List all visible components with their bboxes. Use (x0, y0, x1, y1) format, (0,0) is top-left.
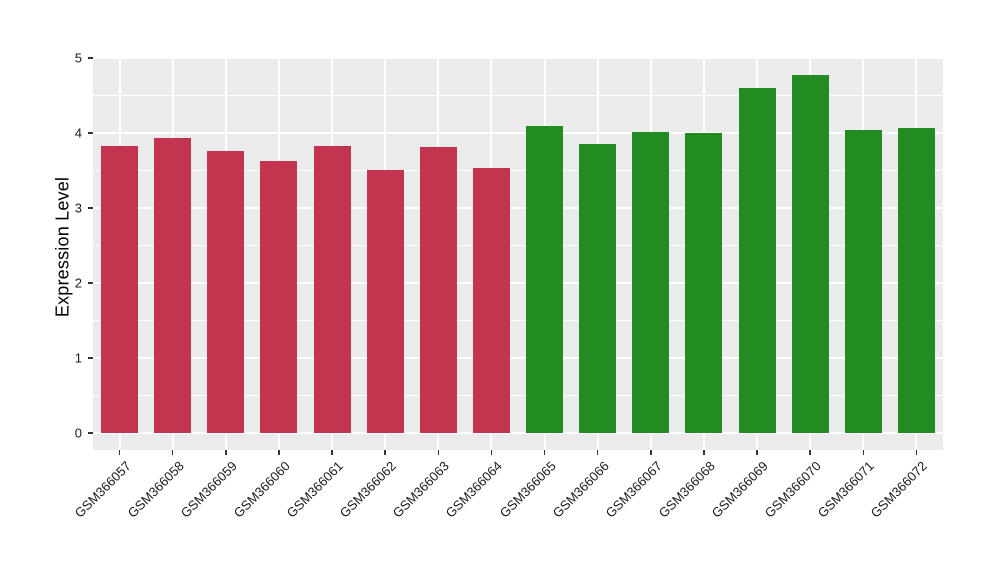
x-tick-label-GSM366068: GSM366068 (655, 458, 718, 521)
bar-GSM366060 (260, 160, 298, 433)
major-gridline (93, 282, 943, 284)
y-tick-mark (88, 132, 93, 134)
bar-GSM366071 (844, 130, 882, 433)
y-tick-mark (88, 282, 93, 284)
y-tick-label: 1 (74, 350, 82, 366)
minor-gridline (93, 320, 943, 321)
bar-GSM366058 (154, 137, 192, 433)
minor-gridline (93, 395, 943, 396)
y-tick-mark (88, 57, 93, 59)
minor-gridline (93, 170, 943, 171)
bar-GSM366063 (419, 146, 457, 433)
major-gridline (93, 357, 943, 359)
x-tick-label-GSM366063: GSM366063 (389, 458, 453, 521)
x-tick-mark (809, 450, 811, 455)
x-tick-mark (225, 450, 227, 455)
y-tick-label: 2 (74, 275, 82, 291)
x-tick-label-GSM366067: GSM366067 (602, 458, 665, 521)
bar-GSM366062 (366, 169, 404, 433)
y-tick-mark (88, 207, 93, 209)
x-tick-label-GSM366069: GSM366069 (708, 458, 771, 521)
major-gridline (93, 57, 943, 59)
x-tick-mark (650, 450, 652, 455)
x-tick-mark (384, 450, 386, 455)
x-tick-label-GSM366065: GSM366065 (496, 458, 559, 521)
x-tick-mark (915, 450, 918, 455)
y-tick-label: 0 (74, 425, 82, 441)
bar-GSM366068 (685, 133, 723, 433)
bar-GSM366057 (101, 145, 139, 433)
y-tick-label: 4 (74, 125, 82, 141)
major-gridline (93, 132, 943, 134)
x-tick-label-GSM366059: GSM366059 (177, 458, 240, 521)
x-tick-label-GSM366060: GSM366060 (230, 458, 293, 521)
x-tick-label-GSM366058: GSM366058 (124, 458, 187, 521)
x-tick-mark (703, 450, 705, 455)
x-tick-mark (756, 450, 758, 455)
x-tick-label-GSM366061: GSM366061 (283, 458, 346, 521)
minor-gridline (93, 95, 943, 96)
x-tick-mark (437, 450, 440, 455)
bar-GSM366061 (313, 145, 351, 433)
bar-GSM366070 (791, 74, 829, 433)
x-tick-label-GSM366062: GSM366062 (336, 458, 400, 521)
y-tick-label: 5 (74, 50, 82, 66)
x-tick-mark (171, 450, 174, 455)
major-gridline (93, 432, 943, 434)
x-tick-mark (543, 450, 546, 455)
x-tick-label-GSM366066: GSM366066 (549, 458, 612, 521)
bar-GSM366067 (632, 132, 670, 433)
minor-gridline (93, 245, 943, 246)
x-tick-label-GSM366070: GSM366070 (761, 458, 825, 521)
x-tick-mark (596, 450, 599, 455)
y-tick-label: 3 (74, 200, 82, 216)
x-tick-mark (862, 450, 865, 455)
bar-GSM366065 (526, 125, 564, 433)
y-axis-title: Expression Level (52, 176, 73, 318)
y-tick-mark (88, 357, 93, 359)
x-tick-mark (278, 450, 280, 455)
x-tick-label-GSM366072: GSM366072 (868, 458, 931, 521)
x-tick-label-GSM366057: GSM366057 (71, 458, 134, 521)
bar-GSM366066 (579, 144, 617, 433)
bar-GSM366069 (738, 88, 776, 433)
x-tick-mark (490, 450, 493, 455)
x-tick-label-GSM366071: GSM366071 (814, 458, 878, 521)
bar-GSM366064 (472, 167, 510, 433)
y-tick-mark (88, 432, 93, 434)
bar-GSM366059 (207, 151, 245, 433)
x-tick-mark (331, 450, 333, 455)
x-tick-mark (118, 450, 121, 455)
plot-panel (93, 57, 943, 450)
x-tick-label-GSM366064: GSM366064 (443, 458, 506, 521)
bar-GSM366072 (897, 127, 935, 433)
major-gridline (93, 207, 943, 209)
